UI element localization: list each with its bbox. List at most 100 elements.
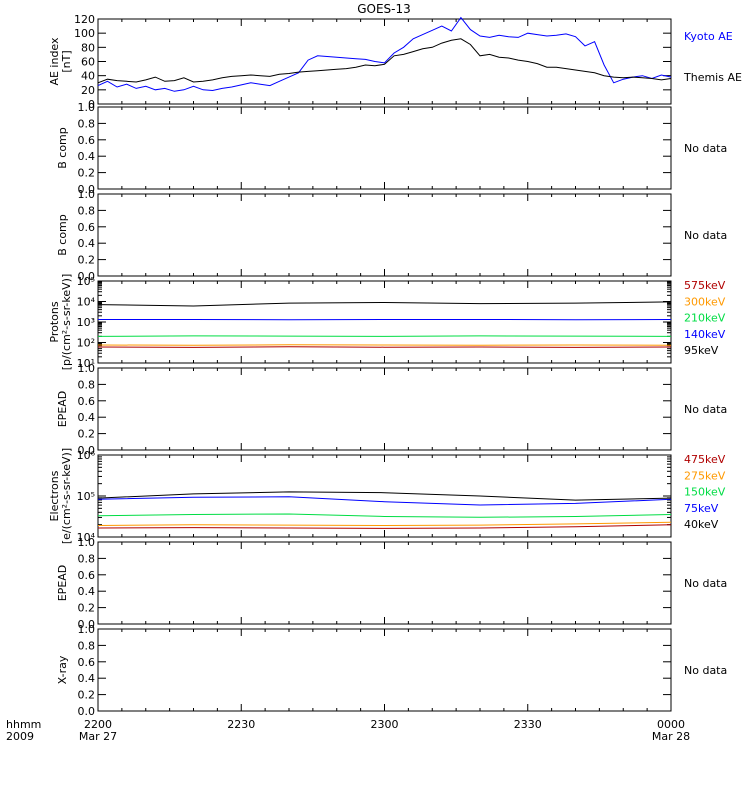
- y-tick-label: 120: [74, 13, 95, 26]
- panel-protons: 10¹ 10² 10³ 10⁴ 10⁵ Protons [p/(cm²-s-sr-keV)]…: [48, 274, 726, 371]
- x-corner-label-top: hhmm: [6, 718, 41, 731]
- y-tick-label: 10⁵: [77, 490, 95, 503]
- series-line-210kev: [97, 335, 672, 337]
- y-tick-label: 100: [74, 27, 95, 40]
- no-data-label: No data: [684, 577, 727, 590]
- y-tick-label: 10¹: [77, 357, 95, 370]
- y-tick-label: 10²: [77, 337, 95, 350]
- panel-frame: [97, 628, 672, 712]
- panel-frame: [97, 367, 672, 451]
- y-tick-label: 0.2: [78, 602, 96, 615]
- legend-entry: 300keV: [684, 295, 726, 308]
- y-tick-label: 0.0: [78, 183, 96, 196]
- panel-frame: [97, 106, 672, 190]
- y-tick-label: 0.6: [78, 656, 96, 669]
- x-corner-label-bottom: 2009: [6, 730, 34, 743]
- legend-entry: 75keV: [684, 502, 719, 515]
- y-tick-label: 0.4: [78, 585, 96, 598]
- y-tick-label: 0.0: [78, 705, 96, 718]
- y-axis-label: [p/(cm²-s-sr-keV)]: [60, 274, 73, 371]
- legend-entry: 210keV: [684, 312, 726, 325]
- y-axis-label: B comp: [56, 214, 69, 256]
- y-axis-label: AE index: [48, 37, 61, 86]
- y-tick-label: 0.0: [78, 444, 96, 457]
- y-tick-label: 0: [88, 98, 95, 111]
- y-tick-label: 0.8: [78, 378, 96, 391]
- y-tick-label: 1.0: [78, 623, 96, 636]
- y-axis-label: Electrons: [48, 470, 61, 521]
- y-axis-label: X-ray: [56, 655, 69, 684]
- legend-entry: 150keV: [684, 486, 726, 499]
- x-tick-label: 2300: [371, 718, 399, 731]
- y-tick-label: 0.2: [78, 428, 96, 441]
- y-axis-label: [e/(cm²-s-sr-keV)]: [60, 448, 73, 544]
- y-tick-label: 0.2: [78, 689, 96, 702]
- y-tick-label: 0.8: [78, 117, 96, 130]
- y-tick-label: 1.0: [78, 536, 96, 549]
- no-data-label: No data: [684, 664, 727, 677]
- y-tick-label: 0.6: [78, 569, 96, 582]
- x-tick-label: 0000: [657, 718, 685, 731]
- no-data-label: No data: [684, 229, 727, 242]
- legend-entry: 575keV: [684, 279, 726, 292]
- y-tick-label: 10⁵: [77, 275, 95, 288]
- y-tick-label: 0.2: [78, 167, 96, 180]
- y-tick-label: 0.0: [78, 618, 96, 631]
- panel-electrons: 10⁴ 10⁵ 10⁶ Electrons [e/(cm²-s-sr-keV)] 475k…: [48, 448, 726, 544]
- series-line-95kev: [97, 301, 672, 307]
- y-tick-label: 0.4: [78, 672, 96, 685]
- figure-title: GOES-13: [357, 2, 411, 16]
- panel-b1: 0.0 0.2 0.4 0.6 0.8 1.0 B comp No data: [56, 101, 727, 196]
- x-tick-sublabel: Mar 28: [652, 730, 690, 743]
- y-tick-label: 0.8: [78, 204, 96, 217]
- x-tick-label: 2330: [514, 718, 542, 731]
- x-tick-label: 2200: [84, 718, 112, 731]
- y-tick-label: 0.6: [78, 221, 96, 234]
- y-tick-label: 10³: [77, 316, 95, 329]
- panel-frame: [97, 541, 672, 625]
- y-axis-label: EPEAD: [56, 565, 69, 602]
- y-tick-label: 80: [81, 41, 95, 54]
- legend-entry: 40keV: [684, 518, 719, 531]
- panel-frame: [97, 193, 672, 277]
- y-tick-label: 10⁶: [77, 449, 96, 462]
- x-tick-label: 2230: [227, 718, 255, 731]
- y-tick-label: 60: [81, 56, 95, 69]
- series-line-kyoto-ae: [97, 16, 672, 92]
- panel-epead1: 0.0 0.2 0.4 0.6 0.8 1.0 EPEAD No data: [56, 362, 727, 457]
- y-tick-label: 1.0: [78, 188, 96, 201]
- y-tick-label: 1.0: [78, 101, 96, 114]
- y-tick-label: 40: [81, 70, 95, 83]
- legend-entry: 95keV: [684, 344, 719, 357]
- panel-frame: [97, 280, 672, 364]
- y-tick-label: 0.8: [78, 552, 96, 565]
- y-tick-label: 10⁴: [77, 531, 96, 544]
- series-line-themis-ae: [97, 38, 672, 84]
- y-axis-label: EPEAD: [56, 391, 69, 428]
- panel-xray: 0.0 0.2 0.4 0.6 0.8 1.0 X-ray No data: [56, 623, 727, 718]
- legend-entry: Themis AE: [683, 71, 742, 84]
- series-line-275kev: [97, 521, 672, 527]
- series-line-150kev: [97, 513, 672, 518]
- series-line-75kev: [97, 496, 672, 506]
- y-tick-label: 20: [81, 84, 95, 97]
- no-data-label: No data: [684, 403, 727, 416]
- y-tick-label: 0.4: [78, 411, 96, 424]
- y-tick-label: 0.8: [78, 639, 96, 652]
- y-tick-label: 0.2: [78, 254, 96, 267]
- y-tick-label: 0.4: [78, 150, 96, 163]
- no-data-label: No data: [684, 142, 727, 155]
- y-tick-label: 0.6: [78, 395, 96, 408]
- y-axis-label: Protons: [48, 301, 61, 342]
- y-axis-label: B comp: [56, 127, 69, 169]
- y-axis-label: [nT]: [60, 50, 73, 72]
- panel-b2: 0.0 0.2 0.4 0.6 0.8 1.0 B comp No data: [56, 188, 727, 283]
- legend-entry: Kyoto AE: [684, 30, 733, 43]
- panel-frame: [97, 18, 672, 105]
- x-tick-sublabel: Mar 27: [79, 730, 117, 743]
- legend-entry: 140keV: [684, 328, 726, 341]
